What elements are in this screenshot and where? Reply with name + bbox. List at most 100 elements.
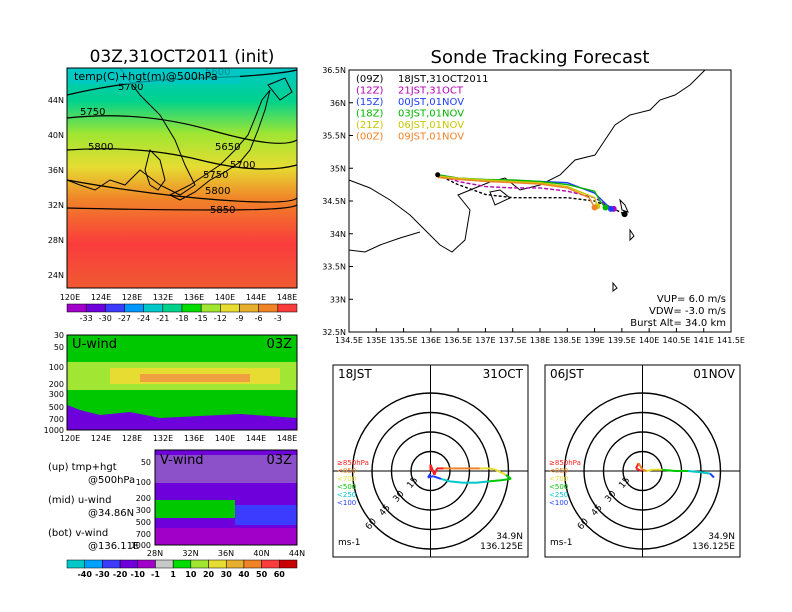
track-lat-tick: 35.5N bbox=[322, 132, 346, 141]
track-legend-time: 03JST,01NOV bbox=[398, 109, 464, 120]
track-lon-tick: 135E bbox=[366, 336, 386, 345]
colorbar-label: -21 bbox=[156, 314, 169, 323]
wind-colorbar-label: 20 bbox=[203, 570, 215, 579]
track-lat-tick: 36.5N bbox=[322, 66, 346, 75]
wind-colorbar-label: -10 bbox=[131, 570, 146, 579]
wind-colorbar-label: -1 bbox=[151, 570, 160, 579]
hodograph-segment bbox=[642, 468, 647, 472]
colorbar-label: -24 bbox=[137, 314, 150, 323]
hodograph-unit: ms-1 bbox=[550, 538, 572, 548]
wind-colorbar-swatch bbox=[279, 559, 298, 569]
wind-colorbar-swatch bbox=[119, 559, 139, 569]
sonde-track-line bbox=[437, 174, 615, 210]
map-lat-tick: 32N bbox=[48, 201, 64, 210]
colorbar-swatch bbox=[220, 303, 240, 313]
v-wind-upper bbox=[155, 455, 297, 483]
track-lon-tick: 138.5E bbox=[553, 336, 581, 345]
wind-colorbar-label: -30 bbox=[95, 570, 110, 579]
colorbar-label: -18 bbox=[175, 314, 188, 323]
u-pressure-tick: 200 bbox=[49, 380, 64, 389]
wind-colorbar-swatch bbox=[243, 559, 262, 569]
u-lon-tick: 132E bbox=[153, 434, 173, 443]
track-lat-tick: 34.5N bbox=[322, 197, 346, 206]
map-lon-ticks: 120E 124E 128E 132E 136E 140E 144E 148E bbox=[60, 293, 297, 302]
launch-point bbox=[435, 172, 441, 178]
hodograph-segment bbox=[433, 468, 438, 476]
track-lon-tick: 137E bbox=[475, 336, 495, 345]
sonde-track-line bbox=[437, 175, 598, 207]
colorbar-swatch bbox=[162, 303, 183, 313]
v-pressure-tick: 50 bbox=[141, 458, 151, 467]
track-legend-time: 18JST,31OCT2011 bbox=[398, 74, 488, 85]
u-wind-frame bbox=[66, 334, 298, 431]
wind-colorbar-swatch bbox=[102, 559, 121, 569]
u-wind-label: U-wind bbox=[72, 337, 117, 352]
track-lat-tick: 32.5N bbox=[322, 328, 346, 337]
track-legend-time: 21JST,31OCT bbox=[398, 86, 464, 97]
wind-colorbar-label: 40 bbox=[238, 570, 250, 579]
track-lon-tick: 136E bbox=[421, 336, 441, 345]
v-pressure-tick: 1000 bbox=[131, 541, 151, 550]
colorbar-swatch bbox=[239, 303, 259, 313]
track-lon-tick: 140.5E bbox=[662, 336, 690, 345]
hodograph-lat: 34.9N bbox=[708, 532, 735, 542]
map-lon-tick: 128E bbox=[122, 293, 142, 302]
track-lat-tick: 34N bbox=[330, 230, 346, 239]
v-wind-pressure-ticks: 50 100 200 300 500 700 1000 bbox=[131, 458, 151, 550]
map-lat-tick: 28N bbox=[48, 236, 64, 245]
hodograph-segment bbox=[488, 479, 503, 483]
colorbar-swatch bbox=[105, 303, 125, 313]
track-lon-tick: 141.5E bbox=[717, 336, 745, 345]
hodograph-legend-entry: <850 bbox=[337, 467, 356, 475]
hodograph-legend-entry: <500 bbox=[549, 483, 568, 491]
izu-island bbox=[619, 198, 629, 213]
hodograph-segment bbox=[661, 468, 676, 472]
burst-label: Burst Alt= 34.0 km bbox=[630, 318, 726, 329]
desc-mid-2: @34.86N bbox=[88, 508, 134, 519]
hodograph-legend-entry: ≥850hPa bbox=[549, 459, 581, 467]
hodograph-legend-entry: <700 bbox=[337, 475, 356, 483]
v-wind-label: V-wind bbox=[160, 453, 204, 468]
map-lat-tick: 40N bbox=[48, 131, 64, 140]
inset-label-bg bbox=[70, 68, 240, 84]
wind-colorbar-label: 50 bbox=[256, 570, 268, 579]
track-lat-tick: 35N bbox=[330, 164, 346, 173]
temp-field bbox=[67, 68, 297, 288]
colorbar-label: -3 bbox=[274, 314, 282, 323]
sonde-tracks bbox=[435, 172, 628, 218]
hodograph-segment bbox=[475, 480, 490, 484]
v-wind-green-band bbox=[155, 500, 235, 518]
hodograph-legend-entry: <850 bbox=[549, 467, 568, 475]
u-lon-tick: 136E bbox=[184, 434, 204, 443]
contour-label-5700: 5700 bbox=[118, 82, 143, 93]
colorbar-label: -30 bbox=[99, 314, 112, 323]
contour-5800 bbox=[66, 148, 298, 170]
u-pressure-tick: 100 bbox=[49, 363, 64, 372]
desc-bot-2: @136.11E bbox=[88, 541, 139, 552]
track-lon-tick: 134.5E bbox=[335, 336, 363, 345]
track-lat-tick: 33.5N bbox=[322, 263, 346, 272]
map-inset-label: temp(C)+hgt(m)@500hPa bbox=[74, 70, 218, 83]
v-lat-tick: 40N bbox=[253, 549, 269, 558]
hodograph-legend-entry: <100 bbox=[337, 499, 356, 507]
colorbar-swatch bbox=[66, 303, 87, 313]
v-wind-blue-band bbox=[235, 505, 297, 525]
hodograph-segment bbox=[432, 475, 442, 480]
map-lon-tick: 144E bbox=[246, 293, 266, 302]
u-pressure-tick: 700 bbox=[49, 415, 64, 424]
u-pressure-tick: 1000 bbox=[44, 426, 64, 435]
sonde-landing-point bbox=[602, 204, 609, 211]
track-legend-run: (09Z) bbox=[356, 74, 383, 85]
tracking-lon-ticks: 134.5E 135E 135.5E 136E 136.5E 137E 137.5E 138E… bbox=[335, 328, 745, 345]
contour-label-5650: 5650 bbox=[215, 142, 240, 153]
sonde-landing-point bbox=[621, 211, 628, 218]
hodograph-legend-entry: <250 bbox=[549, 491, 568, 499]
colorbar-swatch bbox=[258, 303, 279, 313]
hodograph-legend-entry: <700 bbox=[549, 475, 568, 483]
track-lon-tick: 140E bbox=[639, 336, 659, 345]
wind-colorbar-label: 60 bbox=[274, 570, 286, 579]
